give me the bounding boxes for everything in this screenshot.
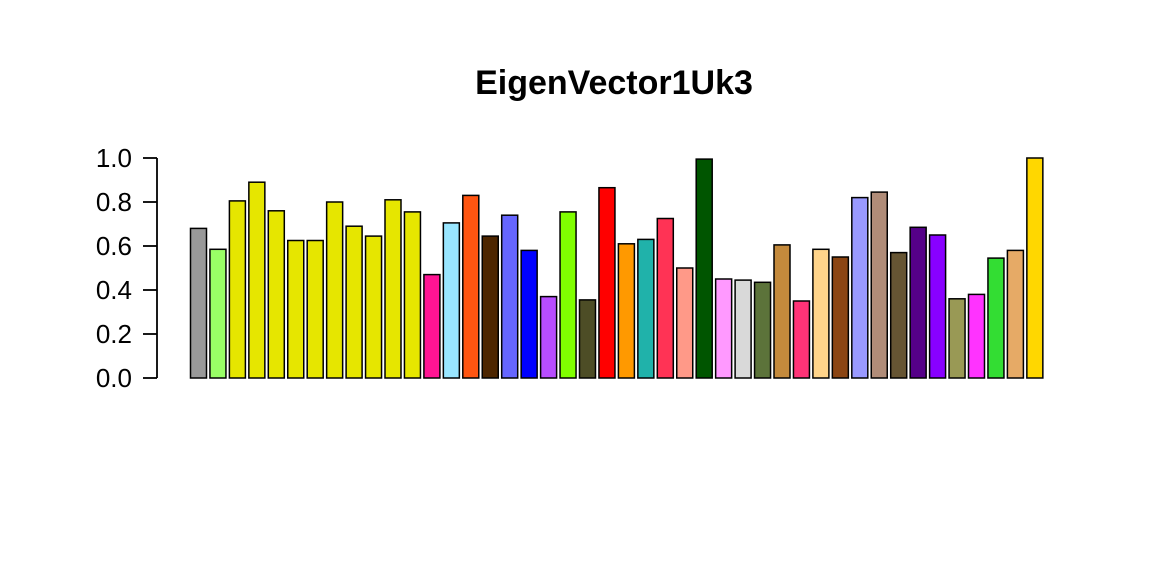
bar bbox=[520, 249, 538, 379]
bar bbox=[403, 211, 422, 379]
bar bbox=[462, 194, 480, 379]
y-tick-label: 0.0 bbox=[96, 363, 132, 393]
bar bbox=[442, 222, 461, 379]
bar bbox=[909, 226, 927, 379]
bar bbox=[889, 251, 908, 379]
bar bbox=[714, 278, 733, 379]
bar bbox=[423, 273, 441, 379]
bar bbox=[870, 191, 888, 379]
y-tick-label: 0.6 bbox=[96, 231, 132, 261]
bar bbox=[1006, 249, 1025, 379]
bar bbox=[987, 257, 1005, 379]
bar bbox=[578, 299, 597, 379]
bar bbox=[948, 298, 966, 379]
bar bbox=[773, 244, 791, 379]
bar bbox=[267, 210, 286, 379]
bar bbox=[695, 158, 713, 379]
bar bbox=[228, 200, 247, 379]
bar bbox=[851, 196, 869, 379]
bar bbox=[676, 267, 694, 379]
bar bbox=[189, 227, 208, 379]
bar bbox=[656, 217, 675, 379]
bar bbox=[812, 248, 830, 379]
bar bbox=[734, 279, 752, 379]
bar bbox=[928, 234, 947, 379]
bar bbox=[1026, 157, 1044, 379]
bar bbox=[209, 248, 227, 379]
bar bbox=[345, 225, 363, 379]
bar bbox=[967, 293, 986, 379]
bars bbox=[189, 157, 1044, 379]
bar bbox=[792, 300, 811, 379]
bar bbox=[831, 256, 850, 379]
bar bbox=[287, 239, 305, 379]
y-tick-label: 0.4 bbox=[96, 275, 132, 305]
y-tick-label: 0.8 bbox=[96, 187, 132, 217]
bar bbox=[384, 199, 402, 379]
bar bbox=[306, 239, 324, 379]
bar bbox=[598, 186, 616, 379]
bar bbox=[481, 235, 499, 379]
bar bbox=[248, 181, 266, 379]
bar bbox=[364, 235, 383, 379]
bar bbox=[539, 295, 558, 379]
y-tick-label: 1.0 bbox=[96, 143, 132, 173]
chart-title: EigenVector1Uk3 bbox=[475, 64, 753, 102]
bar bbox=[559, 211, 577, 379]
bar bbox=[753, 281, 772, 379]
bar bbox=[617, 243, 636, 379]
y-tick-label: 0.2 bbox=[96, 319, 132, 349]
bar bbox=[500, 214, 519, 379]
y-axis: 0.0 0.2 0.4 0.6 0.8 1.0 bbox=[96, 143, 158, 393]
bar bbox=[637, 238, 655, 379]
bar bbox=[325, 201, 344, 379]
